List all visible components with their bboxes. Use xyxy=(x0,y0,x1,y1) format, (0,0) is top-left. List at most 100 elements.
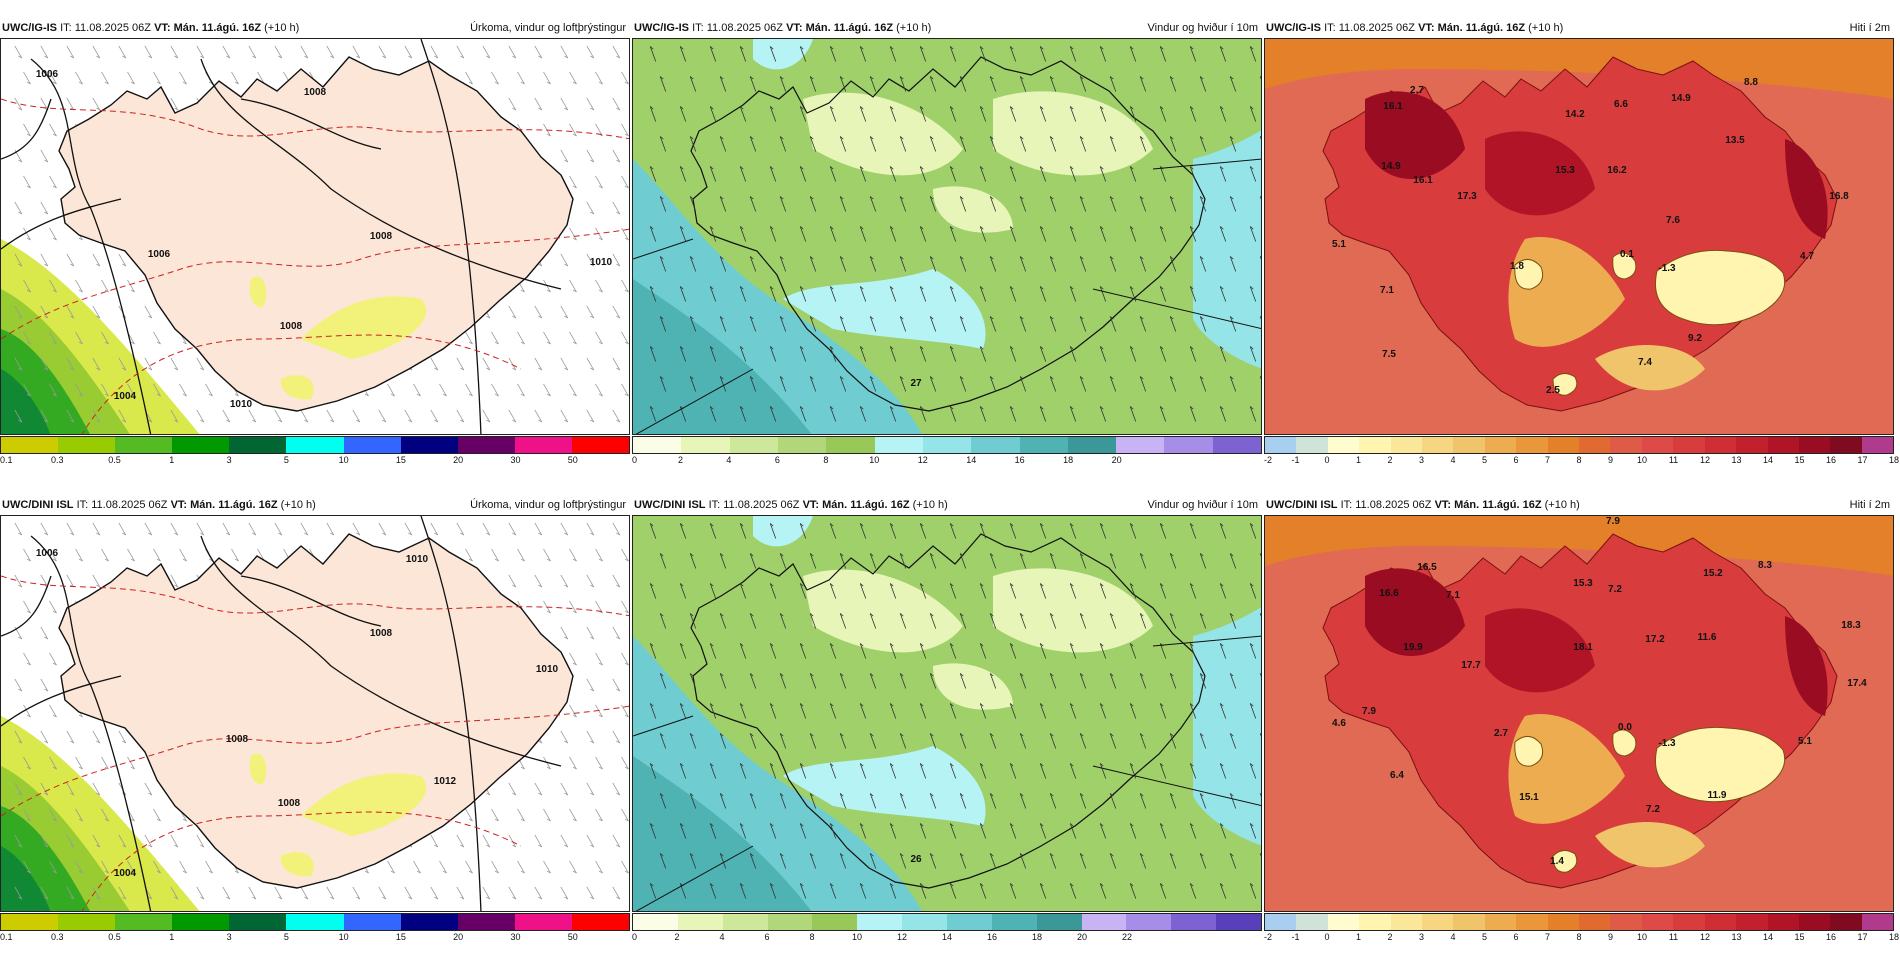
valid-time: Mán. 11.ágú. 16Z xyxy=(805,22,894,34)
forecast-map[interactable]: 27 xyxy=(632,38,1262,435)
colorbar-tick-label: 22 xyxy=(1121,932,1133,942)
panel-header: UWC/IG-IS IT: 11.08.2025 06Z VT: Mán. 11… xyxy=(1264,18,1894,38)
isobar-line xyxy=(1,575,52,637)
colorbar-tick-label: 14 xyxy=(966,455,977,465)
colorbar-swatch xyxy=(1610,437,1642,453)
wind-speed-area xyxy=(753,516,813,547)
map-value-label: 7.9 xyxy=(1606,516,1620,527)
lead-time: (+10 h) xyxy=(896,22,932,34)
colorbar-tick-label: 3 xyxy=(1418,455,1425,465)
isobar-line xyxy=(1,675,122,727)
map-value-label: 1010 xyxy=(590,257,613,268)
colorbar-swatch xyxy=(1164,437,1213,453)
panel-header: UWC/DINI ISL IT: 11.08.2025 06Z VT: Mán.… xyxy=(1264,495,1894,515)
colorbar-swatch xyxy=(1673,914,1705,930)
valid-time: Mán. 11.ágú. 16Z xyxy=(1437,22,1526,34)
colorbar-tick-label: 5 xyxy=(1481,932,1488,942)
forecast-map[interactable]: 26 xyxy=(632,515,1262,912)
map-value-label: 26 xyxy=(910,854,922,865)
forecast-map[interactable]: 7.9 16.5 16.6 7.1 15.3 7.2 15.2 8.3 19.9 17.7 18.1… xyxy=(1264,515,1894,912)
colorbar-tick-label: 4 xyxy=(1450,455,1456,465)
colorbar-tick-label: 0.5 xyxy=(108,932,121,942)
model-name: UWC/IG-IS xyxy=(2,22,57,34)
colorbar-swatch xyxy=(922,437,972,453)
forecast-map[interactable]: 2.7 16.1 14.9 16.1 17.3 15.3 16.2 14.2 6.6 14.9 8.… xyxy=(1264,38,1894,435)
colorbar-tick-label: 2 xyxy=(674,932,680,942)
temperature-area xyxy=(1785,616,1828,716)
colorbar-swatch xyxy=(1484,914,1517,930)
model-name: UWC/IG-IS xyxy=(634,22,689,34)
colorbar-tick-label: 0.3 xyxy=(51,932,64,942)
forecast-map[interactable]: 1006 1010 1008 1010 1008 1012 1008 1004 xyxy=(0,515,630,912)
colorbar-tick-label: 0.1 xyxy=(0,932,13,942)
colorbar-swatch xyxy=(1265,437,1297,453)
precip-area xyxy=(280,852,314,877)
map-value-label: 7.6 xyxy=(1666,215,1680,226)
valid-time-label: VT: xyxy=(1418,22,1435,34)
colorbar-tick-label: 1 xyxy=(169,455,175,465)
valid-time-label: VT: xyxy=(154,22,171,34)
map-value-label: -1.3 xyxy=(1658,738,1676,749)
region-boundary xyxy=(633,238,694,260)
lead-time: (+10 h) xyxy=(264,22,300,34)
map-value-label: 16.2 xyxy=(1607,165,1627,176)
colorbar-legend xyxy=(0,913,630,931)
wind-vector-field xyxy=(649,523,1261,899)
forecast-map[interactable]: 1006 1008 1006 1008 1010 1010 1008 1004 xyxy=(0,38,630,435)
model-name: UWC/DINI ISL xyxy=(634,499,706,511)
temperature-area xyxy=(1595,822,1705,868)
map-value-label: 15.3 xyxy=(1555,165,1575,176)
temperature-contour xyxy=(81,811,522,911)
map-value-label: 17.7 xyxy=(1461,660,1481,671)
panel-header: UWC/IG-IS IT: 11.08.2025 06Z VT: Mán. 11… xyxy=(0,18,630,38)
glacier-area xyxy=(1552,373,1578,396)
colorbar-swatch xyxy=(343,914,401,930)
map-value-label: 1008 xyxy=(370,231,393,242)
colorbar-tick-label: 20 xyxy=(453,455,464,465)
colorbar-swatch xyxy=(1067,437,1117,453)
colorbar-tick-label: 11 xyxy=(1668,455,1679,465)
colorbar-tick-label: 4 xyxy=(719,932,725,942)
colorbar-swatch xyxy=(400,437,458,453)
map-value-label: 7.2 xyxy=(1646,804,1660,815)
temperature-area xyxy=(1595,345,1705,391)
colorbar-swatch xyxy=(1736,914,1768,930)
map-value-label: 1.8 xyxy=(1510,261,1524,272)
map-value-label: 13.5 xyxy=(1725,135,1745,146)
lead-time: (+10 h) xyxy=(280,499,316,511)
colorbar-swatch xyxy=(286,437,344,453)
isobar-line xyxy=(200,58,562,290)
colorbar-swatch xyxy=(1390,914,1423,930)
colorbar-tick-label: 10 xyxy=(338,932,349,942)
wind-speed-area xyxy=(633,756,812,911)
colorbar-tick-label: 15 xyxy=(395,932,406,942)
colorbar-swatch xyxy=(777,437,827,453)
colorbar-tick-label: -2 xyxy=(1264,932,1273,942)
isobar-line xyxy=(1,198,122,250)
temperature-contour xyxy=(81,334,522,434)
colorbar-ticks: -2-1012345678910111213141516171819 xyxy=(1264,932,1899,944)
colorbar-swatch xyxy=(1798,914,1831,930)
colorbar-swatch xyxy=(1579,437,1611,453)
colorbar-swatch xyxy=(229,437,287,453)
colorbar-swatch xyxy=(1327,914,1360,930)
isobar-line xyxy=(240,98,382,150)
header-info: UWC/DINI ISL IT: 11.08.2025 06Z VT: Mán.… xyxy=(1266,495,1580,515)
colorbar-swatch xyxy=(1,914,59,930)
colorbar-swatch xyxy=(571,914,630,930)
init-time: 11.08.2025 06Z xyxy=(1338,22,1415,34)
init-time-label: IT: xyxy=(60,22,72,34)
colorbar-swatch xyxy=(971,437,1020,453)
colorbar-tick-label: 6 xyxy=(1513,932,1519,942)
colorbar-tick-label: 8 xyxy=(809,932,815,942)
colorbar-swatch xyxy=(1453,437,1485,453)
colorbar-swatch xyxy=(1116,437,1165,453)
map-value-label: 16.5 xyxy=(1417,562,1437,573)
map-value-label: 19.9 xyxy=(1403,642,1423,653)
map-value-label: 1010 xyxy=(230,399,253,410)
map-value-label: 1008 xyxy=(226,734,249,745)
map-value-label: 4.7 xyxy=(1800,251,1814,262)
colorbar-swatch xyxy=(729,437,778,453)
colorbar-swatch xyxy=(1422,914,1454,930)
map-value-label: 0.0 xyxy=(1618,722,1632,733)
